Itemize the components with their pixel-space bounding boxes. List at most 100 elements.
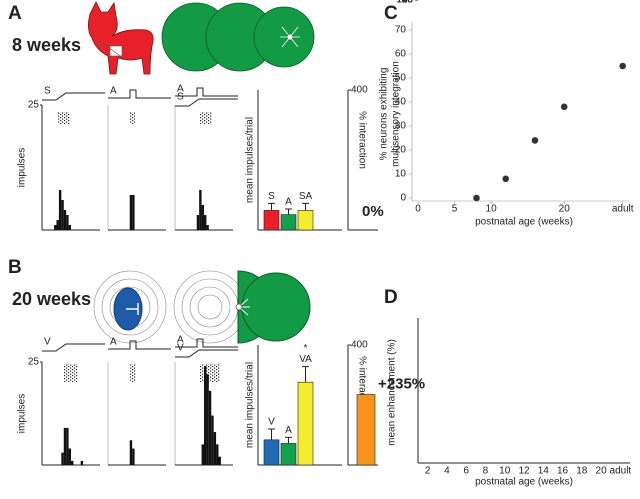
stimulus-trace (175, 87, 238, 97)
histogram-bar (58, 190, 62, 230)
histogram-bar (213, 432, 217, 465)
stimulus-label: A (177, 84, 184, 95)
histogram-bar (54, 225, 57, 230)
cat-illustration (88, 1, 154, 75)
histogram-bar (71, 460, 74, 465)
histogram-bar (129, 440, 133, 465)
x-tick-label: 10 (499, 466, 511, 477)
data-point (619, 62, 626, 70)
histogram-bar (216, 444, 219, 465)
error-bar (268, 428, 275, 440)
stimulus-label: V (177, 343, 184, 354)
histogram-bar (68, 225, 71, 230)
bar-label: A (285, 197, 292, 208)
y-tick-label: 70 (395, 25, 407, 36)
raster (200, 112, 212, 124)
stimulus-label: A (110, 337, 117, 348)
error-bar (285, 436, 292, 444)
y-tick-label: 0 (407, 0, 413, 6)
error-bar (285, 208, 292, 215)
y-tick-label: 30 (395, 121, 407, 132)
bar (297, 381, 314, 466)
panel-label: C (384, 3, 398, 24)
histogram-bar (132, 448, 135, 465)
stimulus-trace (108, 89, 171, 99)
histogram-bar (204, 366, 207, 465)
age-label: 20 weeks (12, 289, 91, 309)
interaction-label: +235% (378, 375, 425, 392)
y-tick-label: 0 (400, 193, 406, 204)
stimulus-trace (175, 349, 238, 358)
data-point (531, 137, 539, 144)
error-bar (268, 202, 275, 211)
y-tick-label: 80 (402, 0, 414, 6)
raster (64, 364, 78, 382)
y-axis-label: mean impulses/trial (245, 362, 256, 448)
stimulus-trace (42, 343, 105, 352)
significance-mark: * (304, 343, 308, 354)
histogram-bar (199, 190, 202, 230)
histogram-bar (66, 427, 69, 465)
panel-label: D (384, 287, 398, 308)
y-axis-label: impulses (17, 394, 28, 433)
histogram-bar (56, 220, 59, 230)
panel-label: A (8, 3, 22, 24)
y2-axis-label: % interaction (356, 111, 367, 169)
bar-label: A (285, 425, 292, 436)
x-tick-label: 4 (444, 466, 450, 477)
interaction-label: 0% (362, 203, 384, 220)
y-tick-label: 20 (402, 0, 414, 6)
histogram-bar (201, 444, 204, 465)
stimulus-icon (235, 303, 243, 311)
histogram-bar (61, 200, 64, 230)
y-tick-label: 50 (395, 73, 407, 84)
stimulus-label: A (177, 335, 184, 346)
data-point (560, 103, 568, 111)
bar-label: SA (299, 191, 313, 202)
y-axis-label: mean enhancement (%) (387, 339, 398, 446)
y2-tick-label: 400 (351, 340, 368, 351)
histogram-bar (218, 456, 221, 465)
raster (130, 364, 136, 382)
x-tick-label: adult (610, 466, 632, 477)
histogram-bar (211, 415, 214, 465)
x-tick-label: 2 (425, 466, 431, 477)
x-tick-label: 20 (559, 204, 571, 215)
raster (58, 112, 70, 124)
y-axis-label: impulses (17, 148, 28, 187)
bar (280, 443, 297, 466)
raster (200, 364, 220, 382)
y-tick-label: 40 (402, 0, 414, 6)
y-tick-label: 25 (28, 357, 40, 368)
y-axis-label: % neurons exhibiting (379, 68, 390, 161)
data-point (473, 194, 480, 202)
x-tick-label: adult (612, 204, 634, 215)
stimulus-icon (126, 303, 139, 315)
x-tick-label: 0 (415, 204, 421, 215)
error-bar (302, 202, 309, 211)
x-tick-label: 20 (596, 466, 608, 477)
histogram-bar (201, 205, 204, 230)
histogram-bar (63, 210, 67, 230)
electrode-box (109, 45, 123, 57)
receptive-field (161, 2, 315, 72)
y-tick-label: 140 (396, 0, 413, 6)
histogram-bar (63, 427, 67, 465)
y-tick-label: 100 (396, 0, 413, 6)
panel-label: B (8, 257, 22, 278)
histogram-bar (66, 215, 69, 230)
histogram-bar (208, 390, 212, 465)
x-tick-label: 8 (483, 466, 489, 477)
stimulus-label: A (110, 86, 117, 97)
histogram-bar (68, 448, 71, 465)
bar-label: VA (299, 354, 312, 365)
stimulus-label: S (44, 86, 51, 97)
stimulus-trace (175, 338, 238, 348)
y2-axis-label: % interaction (356, 356, 367, 414)
histogram-bar (129, 195, 133, 230)
histogram-bar (132, 195, 135, 230)
stimulus-trace (42, 92, 105, 101)
x-tick-label: 18 (576, 466, 588, 477)
bar-label: S (268, 191, 275, 202)
histogram-bar (204, 215, 207, 230)
